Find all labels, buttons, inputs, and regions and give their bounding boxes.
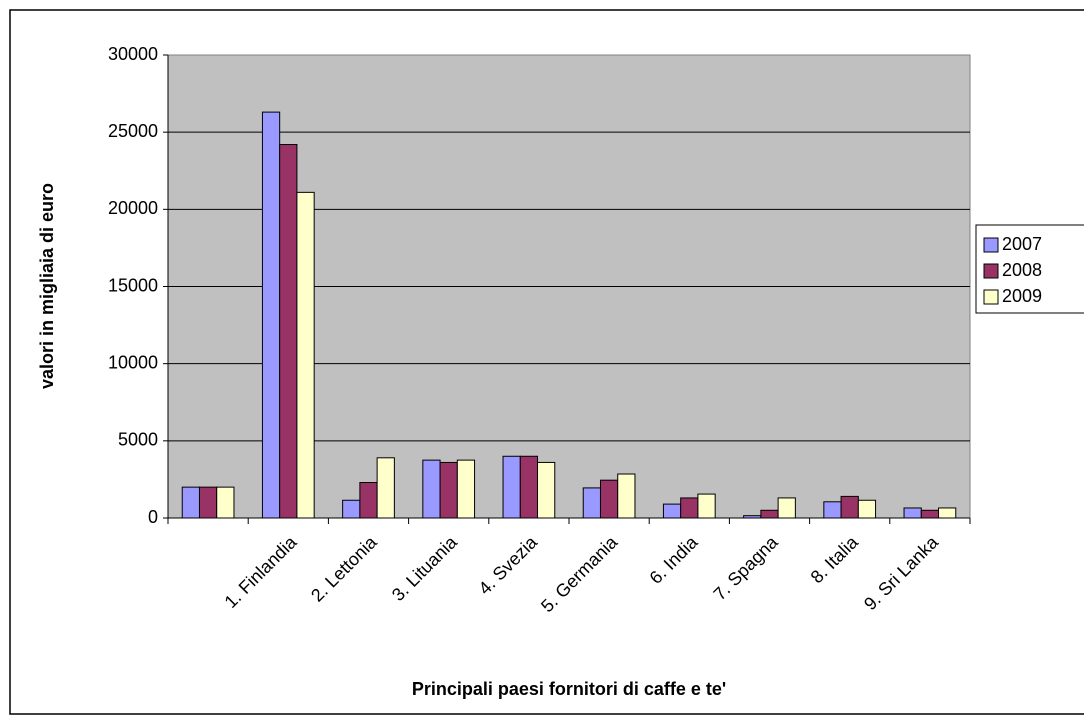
bar [261, 111, 281, 519]
bar [181, 486, 200, 519]
legend-swatch [983, 263, 999, 279]
y-tick-label: 20000 [108, 198, 158, 218]
bar [840, 495, 859, 519]
y-axis-title: valori in migliaia di euro [37, 183, 57, 389]
bar [519, 455, 539, 519]
y-tick-label: 30000 [108, 44, 158, 64]
bar [823, 501, 842, 519]
bar [903, 507, 922, 519]
bar [617, 473, 636, 519]
bar [760, 509, 779, 519]
bar [920, 509, 940, 519]
bar [422, 459, 441, 519]
legend-label: 2007 [1002, 234, 1042, 254]
bar [662, 503, 682, 519]
bar [743, 515, 762, 519]
bar [938, 507, 957, 519]
y-tick-label: 5000 [118, 430, 158, 450]
legend-swatch [983, 237, 999, 253]
bar [456, 459, 476, 519]
legend-label: 2008 [1002, 260, 1042, 280]
bar [359, 482, 378, 519]
bar [537, 461, 556, 519]
bar [279, 144, 298, 519]
x-axis-title: Principali paesi fornitori di caffe e te… [412, 679, 726, 699]
bar [296, 191, 315, 519]
bar [376, 457, 395, 519]
bar [697, 493, 716, 519]
bar [502, 455, 521, 519]
y-tick-label: 10000 [108, 352, 158, 372]
y-tick-label: 15000 [108, 275, 158, 295]
bar [342, 499, 361, 519]
bar [680, 497, 699, 519]
y-tick-label: 0 [148, 507, 158, 527]
legend-swatch [983, 289, 999, 305]
y-tick-label: 25000 [108, 121, 158, 141]
bar [198, 486, 218, 519]
bar [439, 461, 458, 519]
bar [582, 487, 601, 519]
bar [599, 479, 619, 519]
bar [777, 497, 796, 519]
bar [216, 486, 235, 519]
bar [857, 499, 877, 519]
legend-label: 2009 [1002, 286, 1042, 306]
